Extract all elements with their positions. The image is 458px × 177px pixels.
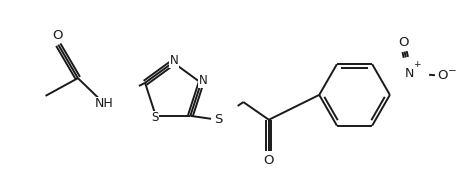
Text: NH: NH xyxy=(95,97,114,110)
Text: S: S xyxy=(213,113,222,126)
Text: S: S xyxy=(151,111,158,124)
Text: O: O xyxy=(264,154,274,167)
Text: O: O xyxy=(437,69,448,82)
Text: O: O xyxy=(52,29,63,42)
Text: O: O xyxy=(398,36,409,49)
Text: N: N xyxy=(199,74,207,87)
Text: N: N xyxy=(405,67,414,80)
Text: −: − xyxy=(448,66,457,76)
Text: +: + xyxy=(413,60,420,69)
Text: N: N xyxy=(169,54,179,67)
